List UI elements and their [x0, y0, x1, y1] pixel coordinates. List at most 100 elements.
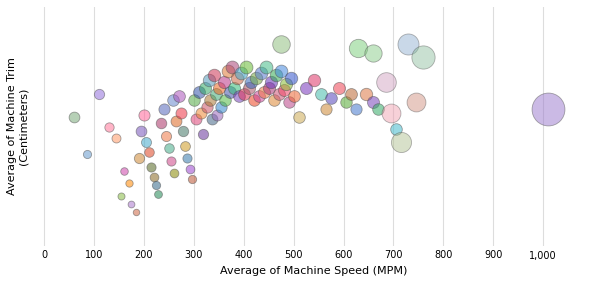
Point — [205, 98, 215, 103]
Point — [279, 88, 289, 92]
Point — [174, 94, 184, 98]
Point — [251, 75, 261, 80]
Point — [269, 98, 278, 103]
Point — [264, 86, 274, 90]
Point — [139, 113, 149, 117]
Point — [281, 82, 291, 86]
Point — [185, 167, 194, 171]
Point — [309, 77, 319, 82]
Point — [368, 50, 378, 55]
Point — [200, 86, 209, 90]
Point — [353, 46, 363, 51]
Point — [176, 111, 186, 115]
Point — [316, 92, 326, 97]
Point — [227, 65, 237, 69]
Point — [144, 150, 154, 155]
Point — [208, 117, 217, 121]
Point — [256, 71, 266, 76]
Point — [217, 104, 226, 109]
Point — [341, 100, 351, 105]
Point — [361, 92, 371, 97]
Point — [157, 121, 166, 125]
Point — [544, 106, 553, 111]
Point — [134, 156, 144, 161]
Point — [159, 106, 169, 111]
Point — [236, 71, 246, 76]
Point — [381, 80, 391, 84]
Point — [204, 77, 214, 82]
Point — [209, 73, 218, 78]
Point — [277, 42, 286, 47]
Point — [346, 92, 356, 97]
Point — [289, 94, 298, 98]
Point — [321, 106, 331, 111]
Point — [178, 129, 188, 134]
Point — [266, 80, 276, 84]
Point — [301, 86, 311, 90]
Point — [286, 75, 296, 80]
Point — [247, 80, 256, 84]
Point — [249, 98, 259, 103]
Point — [94, 92, 104, 97]
Point — [116, 194, 126, 198]
Point — [161, 133, 171, 138]
Point — [146, 164, 156, 169]
Point — [169, 171, 179, 175]
Point — [220, 98, 230, 103]
Point — [241, 65, 251, 69]
Point — [124, 181, 134, 186]
Point — [374, 106, 383, 111]
Point — [225, 90, 235, 94]
Point — [229, 86, 239, 90]
Point — [239, 92, 248, 97]
Point — [149, 175, 158, 179]
Point — [212, 113, 222, 117]
Point — [351, 106, 361, 111]
Point — [396, 140, 406, 144]
Point — [198, 131, 208, 136]
Point — [112, 136, 121, 140]
Point — [182, 156, 192, 161]
Point — [189, 98, 199, 103]
Point — [127, 202, 136, 206]
Point — [188, 177, 197, 181]
Point — [191, 117, 201, 121]
Point — [219, 80, 229, 84]
Point — [152, 183, 161, 188]
Point — [277, 69, 286, 74]
Point — [69, 115, 79, 119]
Point — [411, 100, 421, 105]
Point — [131, 210, 141, 215]
Point — [142, 140, 151, 144]
Point — [82, 152, 91, 156]
Point — [168, 98, 178, 103]
Point — [334, 86, 343, 90]
Point — [211, 92, 221, 97]
Point — [194, 90, 203, 94]
Point — [223, 69, 233, 74]
Point — [167, 158, 176, 163]
Point — [368, 100, 378, 105]
Point — [137, 129, 146, 134]
Point — [254, 94, 263, 98]
Point — [284, 100, 293, 105]
Y-axis label: Average of Machine Trim
(Centimeters): Average of Machine Trim (Centimeters) — [7, 57, 29, 195]
Point — [404, 42, 413, 47]
Point — [271, 73, 281, 78]
Point — [196, 111, 206, 115]
Point — [180, 144, 190, 148]
Point — [119, 169, 129, 173]
Point — [419, 55, 428, 59]
Point — [234, 94, 244, 98]
Point — [172, 119, 181, 123]
Point — [214, 86, 224, 90]
Point — [202, 104, 212, 109]
Point — [232, 75, 242, 80]
Point — [244, 86, 253, 90]
Point — [326, 96, 336, 100]
Point — [153, 192, 163, 196]
Point — [386, 111, 396, 115]
Point — [104, 125, 114, 130]
Point — [262, 65, 271, 69]
X-axis label: Average of Machine Speed (MPM): Average of Machine Speed (MPM) — [220, 266, 407, 276]
